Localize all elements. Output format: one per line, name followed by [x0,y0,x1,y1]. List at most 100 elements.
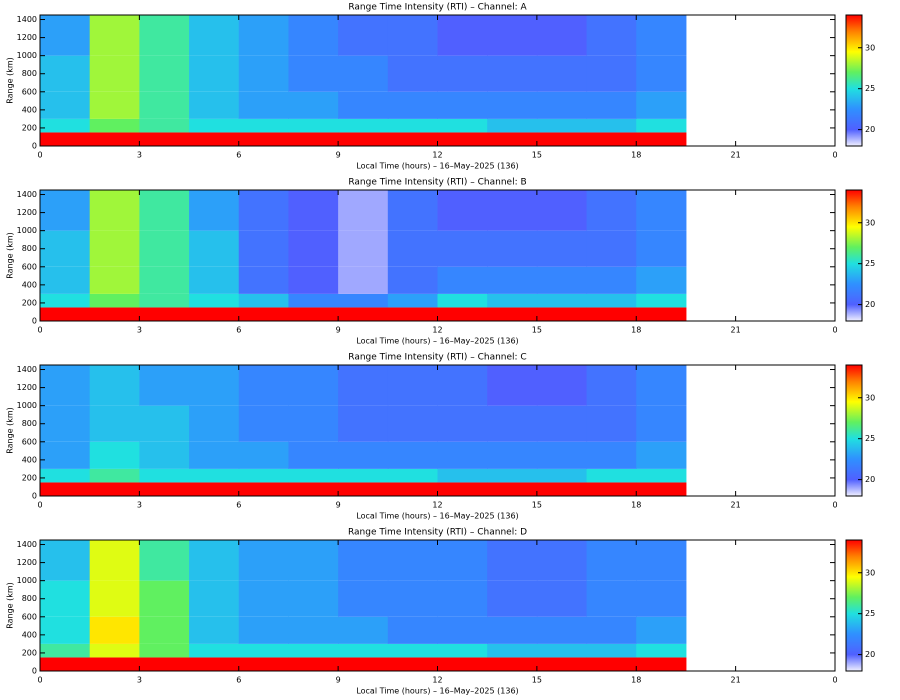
heat-cell [387,118,438,133]
x-tick-label: 0 [37,501,42,510]
heat-cell [189,266,240,294]
x-tick-label: 6 [236,326,241,335]
heat-cell [387,266,438,294]
heat-cell [189,91,240,119]
heat-cell [189,55,240,92]
heat-cell [139,132,190,146]
heat-cell [238,482,289,496]
y-tick-label: 1400 [17,540,37,549]
heat-cell [586,482,637,496]
heat-cell [89,657,140,671]
heat-cell [536,307,588,321]
heat-cell [338,405,389,442]
x-axis-label: Local Time (hours) – 16–May–2025 (136) [356,512,518,521]
heat-cell [40,657,91,671]
y-axis-label: Range (km) [6,57,15,104]
heat-cell [536,132,588,146]
heat-cell [437,441,488,469]
heat-cell [437,118,488,133]
heat-cell [636,266,687,294]
heat-cell [288,190,339,231]
heat-cell [238,616,289,644]
y-tick-label: 800 [22,594,37,603]
chart-title: Range Time Intensity (RTI) – Channel: A [348,3,527,13]
heat-cell [189,365,240,406]
x-tick-label: 18 [631,326,641,335]
x-tick-label: 6 [236,676,241,685]
heat-cell [636,482,687,496]
x-tick-label: 0 [37,326,42,335]
heat-cell [636,616,687,644]
heat-cell [636,118,687,133]
heat-cell [387,55,438,92]
heat-cell [586,118,637,133]
heat-cell [387,580,438,617]
heat-cell [387,190,438,231]
heat-cell [238,657,289,671]
heat-cell [89,616,140,644]
chart-title: Range Time Intensity (RTI) – Channel: C [348,353,526,363]
heat-cell [437,482,488,496]
heat-cell [636,91,687,119]
heat-cell [586,266,637,294]
y-tick-label: 400 [22,280,37,289]
heat-cell [636,307,687,321]
heat-cell [487,266,538,294]
heat-cell [487,657,538,671]
y-axis-label: Range (km) [6,407,15,454]
heat-cell [437,468,488,483]
y-tick-label: 400 [22,105,37,114]
x-tick-label: 21 [731,326,741,335]
heat-cell [238,643,289,658]
colorbar-tick-label: 25 [865,609,875,618]
x-axis-label: Local Time (hours) – 16–May–2025 (136) [356,162,518,171]
x-tick-label: 0 [832,676,837,685]
heat-cell [238,266,289,294]
y-tick-label: 600 [22,612,37,621]
heat-cell [40,266,91,294]
heat-cell [536,118,588,133]
x-tick-label: 15 [532,676,542,685]
heat-cell [487,365,538,406]
y-tick-label: 1200 [17,558,37,567]
x-tick-label: 12 [432,501,442,510]
colorbar [845,14,863,147]
heat-cell [636,540,687,581]
heat-cell [89,643,140,658]
heat-cell [636,643,687,658]
heat-cell [238,118,289,133]
heat-cell [536,616,588,644]
x-tick-label: 0 [832,501,837,510]
heat-cell [338,580,389,617]
x-tick-label: 9 [336,151,341,160]
chart-title: Range Time Intensity (RTI) – Channel: B [348,178,526,188]
y-tick-label: 400 [22,630,37,639]
heat-cell [536,55,588,92]
heat-cell [437,616,488,644]
heat-cell [487,616,538,644]
y-tick-label: 1000 [17,226,37,235]
heat-cell [139,307,190,321]
heat-cell [238,580,289,617]
heat-cell [437,190,488,231]
heat-cell [387,293,438,308]
x-axis-label: Local Time (hours) – 16–May–2025 (136) [356,337,518,346]
y-tick-label: 1000 [17,576,37,585]
heat-cell [89,91,140,119]
heat-cell [437,405,488,442]
x-tick-label: 12 [432,676,442,685]
heat-cell [338,643,389,658]
heat-cell [636,190,687,231]
panel: 0 3 6 9 12 15 18 21 00200400600800100012001400Ra… [6,3,876,171]
heat-cell [139,580,190,617]
heat-cell [40,482,91,496]
heat-cell [139,55,190,92]
heat-cell [387,307,438,321]
heat-cell [586,365,637,406]
heat-cell [536,657,588,671]
colorbar-tick-label: 25 [865,84,875,93]
x-tick-label: 6 [236,151,241,160]
heat-cell [238,405,289,442]
heat-cell [636,55,687,92]
